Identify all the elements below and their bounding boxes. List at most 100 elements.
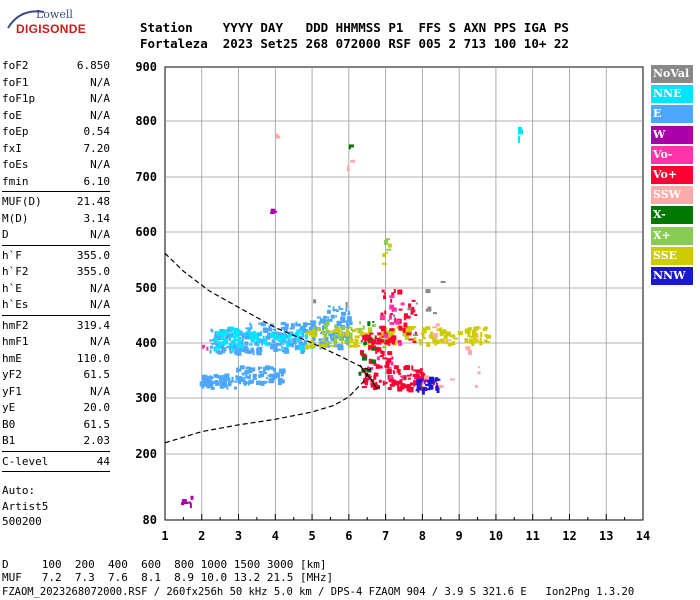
echo-point xyxy=(441,339,444,344)
echo-point xyxy=(419,378,423,383)
echo-point xyxy=(400,302,405,306)
echo-point xyxy=(411,365,414,371)
echo-point xyxy=(432,326,438,329)
echo-point xyxy=(382,345,387,349)
echo-point xyxy=(322,343,328,348)
echo-point xyxy=(391,292,395,298)
echo-point xyxy=(239,340,243,343)
echo-point xyxy=(242,381,248,385)
echo-point xyxy=(437,340,443,343)
echo-point xyxy=(428,376,434,382)
echo-point xyxy=(389,383,395,387)
echo-point xyxy=(234,345,237,350)
echo-point xyxy=(420,332,424,335)
echo-point xyxy=(223,339,229,345)
plot-frame xyxy=(164,66,644,521)
echo-point xyxy=(383,333,389,338)
echo-point xyxy=(397,340,402,344)
footer-table: D 100 200 400 600 800 1000 1500 3000 [km… xyxy=(2,558,333,584)
echo-point xyxy=(377,347,380,353)
echo-point xyxy=(379,338,383,342)
echo-point xyxy=(354,328,359,331)
echo-point xyxy=(297,335,303,339)
param-value: N/A xyxy=(90,281,110,295)
echo-point xyxy=(280,345,283,349)
param-separator xyxy=(2,191,110,192)
echo-point xyxy=(366,369,372,373)
echo-point xyxy=(281,370,286,373)
echo-point xyxy=(483,339,488,342)
echo-point xyxy=(218,330,224,334)
echo-point xyxy=(351,339,354,342)
echo-point xyxy=(409,382,414,386)
echo-point xyxy=(324,319,330,322)
echo-point xyxy=(412,340,417,343)
echo-point xyxy=(369,332,374,335)
echo-point xyxy=(236,330,242,334)
echo-point xyxy=(418,339,422,344)
echo-point xyxy=(414,373,420,377)
echo-point xyxy=(241,372,245,376)
echo-point xyxy=(240,343,244,349)
echo-point xyxy=(241,336,244,342)
echo-point xyxy=(366,334,372,339)
echo-point xyxy=(445,332,449,336)
auto-label: Auto: xyxy=(2,484,36,497)
echo-point xyxy=(241,347,246,353)
param-label: B0 xyxy=(2,417,16,431)
x-tick-label: 11 xyxy=(525,529,539,543)
echo-point xyxy=(517,126,522,131)
echo-point xyxy=(377,332,382,336)
echo-point xyxy=(340,326,345,331)
echo-point xyxy=(228,337,231,342)
echo-point xyxy=(345,328,349,332)
echo-point xyxy=(435,323,440,327)
echo-point xyxy=(371,359,377,364)
echo-point xyxy=(268,325,271,331)
profile-solid-curve xyxy=(359,364,381,389)
echo-point xyxy=(304,344,309,350)
param-label: h`Es xyxy=(2,298,29,311)
echo-point xyxy=(363,335,368,339)
header-line-2: Fortaleza 2023 Set25 268 072000 RSF 005 … xyxy=(140,36,569,51)
echo-point xyxy=(407,377,411,380)
echo-point xyxy=(285,335,289,339)
echo-point xyxy=(426,341,431,347)
echo-point xyxy=(406,384,411,390)
echo-point xyxy=(333,328,339,333)
param-value: 6.10 xyxy=(83,174,111,188)
echo-point xyxy=(403,331,408,337)
echo-point xyxy=(296,329,301,335)
echo-point xyxy=(214,331,217,336)
echo-point xyxy=(241,333,246,339)
param-row-hf2: h`F2 355.0 xyxy=(2,264,110,281)
echo-point xyxy=(479,342,483,346)
echo-point xyxy=(347,319,351,323)
echo-point xyxy=(246,334,252,340)
echo-point xyxy=(234,332,240,338)
echo-point xyxy=(388,343,391,346)
echo-point xyxy=(248,327,251,330)
echo-point xyxy=(465,346,471,351)
echo-point xyxy=(229,333,234,338)
echo-point xyxy=(262,366,266,372)
echo-point xyxy=(290,342,294,345)
echo-point xyxy=(413,337,417,342)
echo-point xyxy=(381,289,385,293)
y-tick-label: 80 xyxy=(143,513,157,527)
echo-point xyxy=(389,328,395,332)
echo-point xyxy=(260,322,266,327)
echo-point xyxy=(280,326,285,330)
echo-point xyxy=(517,136,520,140)
echo-point xyxy=(354,339,359,345)
echo-point xyxy=(324,336,327,340)
echo-point xyxy=(213,374,217,377)
x-tick-label: 12 xyxy=(562,529,576,543)
echo-point xyxy=(472,332,478,337)
echo-point xyxy=(383,382,387,385)
echo-point xyxy=(432,337,437,343)
param-value: 20.0 xyxy=(83,401,111,414)
echo-point xyxy=(206,346,209,351)
param-value: 6.850 xyxy=(76,59,110,72)
param-value: N/A xyxy=(90,108,110,122)
